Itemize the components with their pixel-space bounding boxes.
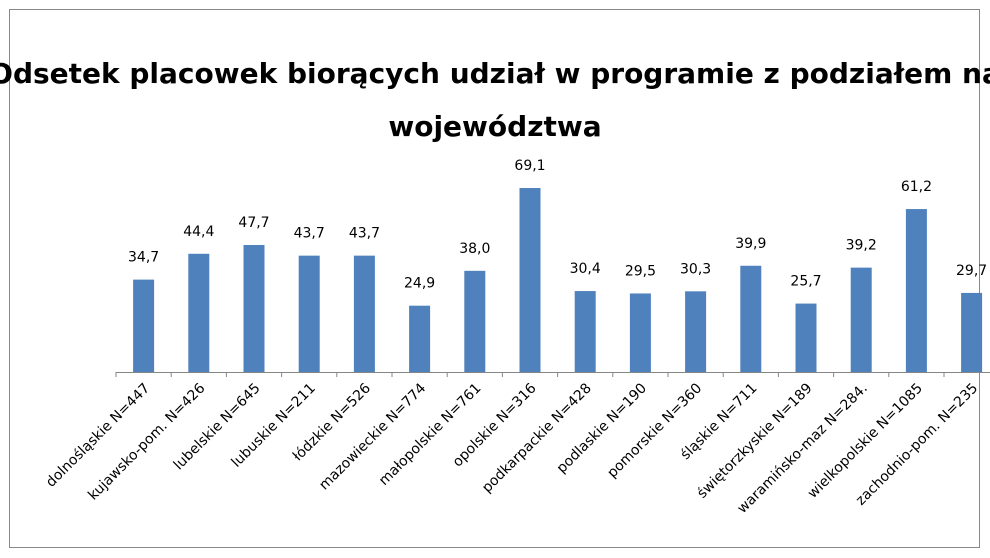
value-label: 24,9 — [404, 276, 435, 292]
value-label: 29,7 — [956, 263, 987, 279]
bar — [409, 305, 431, 372]
bar — [795, 303, 817, 372]
chart-title: Odsetek placowek biorących udział w prog… — [0, 57, 990, 143]
bar — [905, 209, 927, 372]
bar — [188, 253, 210, 372]
bar — [629, 293, 651, 372]
bar — [298, 255, 320, 372]
value-label: 38,0 — [459, 241, 490, 257]
value-label: 47,7 — [238, 215, 269, 231]
bar — [133, 279, 155, 372]
value-label: 29,5 — [625, 263, 656, 279]
bar — [519, 188, 541, 372]
value-label: 25,7 — [790, 274, 821, 290]
bar — [685, 291, 707, 372]
value-label: 43,7 — [349, 226, 380, 242]
bar — [740, 265, 762, 372]
bar — [243, 244, 265, 372]
value-label: 30,3 — [680, 261, 711, 277]
value-label: 43,7 — [294, 226, 325, 242]
value-label: 30,4 — [570, 261, 601, 277]
value-label: 69,1 — [514, 158, 545, 174]
value-label: 61,2 — [901, 179, 932, 195]
bar — [961, 292, 983, 372]
bar — [353, 255, 375, 372]
chart-frame — [9, 9, 980, 548]
bar — [850, 267, 872, 372]
value-label: 34,7 — [128, 250, 159, 266]
value-label: 39,9 — [735, 236, 766, 252]
bar — [574, 291, 596, 372]
value-label: 39,2 — [846, 238, 877, 254]
value-label: 44,4 — [183, 224, 214, 240]
bar — [464, 270, 486, 372]
